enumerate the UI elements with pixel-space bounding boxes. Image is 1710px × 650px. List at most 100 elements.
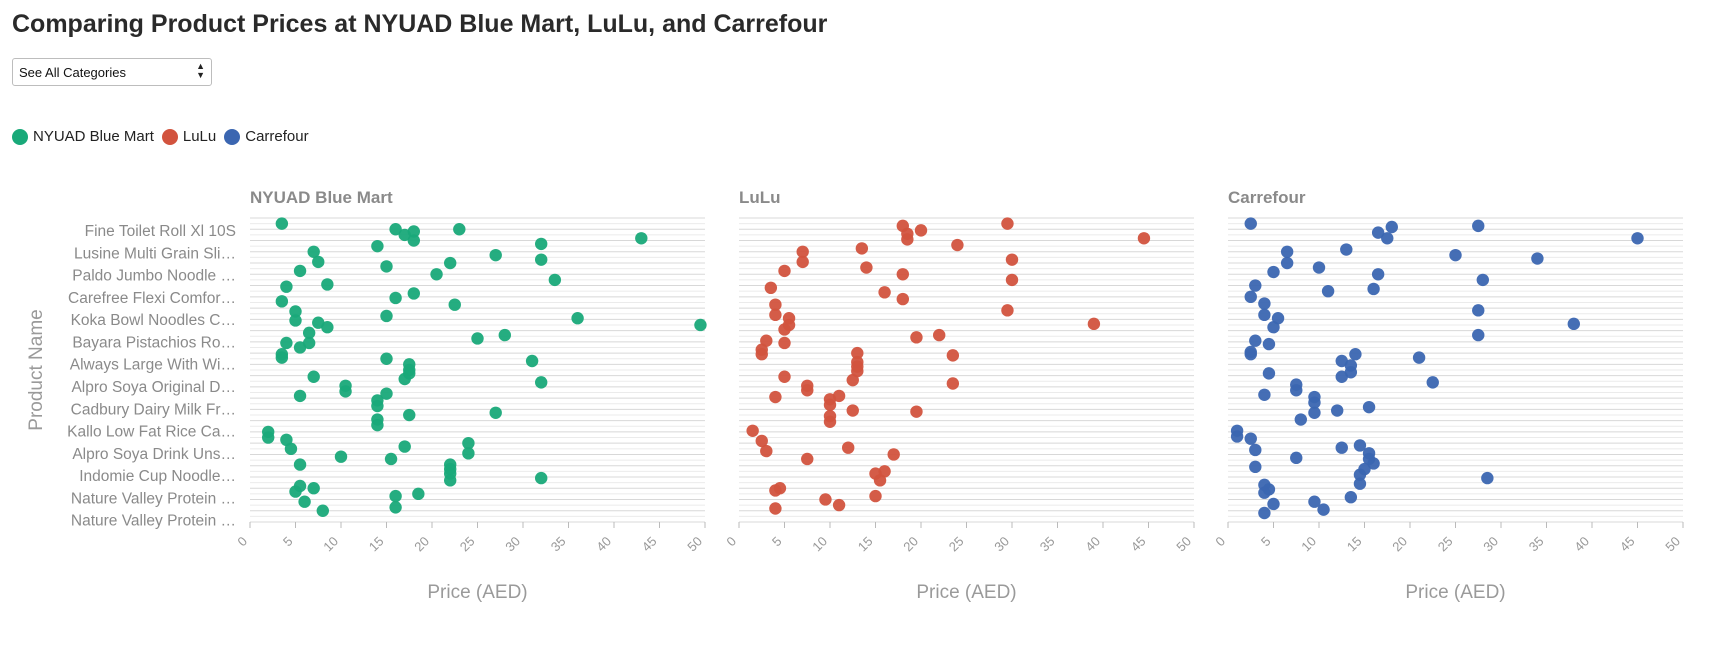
data-point (896, 292, 909, 306)
data-point (901, 233, 914, 246)
data-point (1249, 279, 1262, 292)
data-point (860, 261, 873, 274)
data-point (846, 404, 859, 417)
data-point (262, 431, 275, 444)
panel-title: NYUAD Blue Mart (250, 188, 393, 207)
y-tick-label: Always Large With Wi… (70, 357, 236, 374)
data-point (307, 482, 320, 495)
data-point (389, 489, 402, 503)
data-point (293, 389, 307, 403)
panel-nyuad-blue-mart: NYUAD Blue Mart 0 5 10 15 20 25 30 35 40 45 50 Price… (234, 188, 707, 603)
data-point (403, 367, 416, 380)
data-point (1244, 432, 1257, 445)
data-point (887, 448, 900, 461)
data-point (371, 418, 384, 432)
y-axis-title: Product Name (26, 309, 47, 430)
data-point (760, 444, 773, 458)
data-point (1412, 351, 1426, 364)
data-point (801, 452, 814, 466)
data-point (896, 268, 909, 281)
x-tick-label: 5 (769, 534, 785, 550)
data-point (1308, 406, 1321, 419)
x-tick-label: 0 (234, 534, 250, 550)
data-point (769, 390, 782, 404)
data-point (334, 450, 348, 463)
data-point (946, 349, 960, 362)
data-point (462, 436, 475, 450)
data-point (1353, 468, 1367, 481)
data-point (778, 323, 791, 336)
x-tick-label: 25 (457, 534, 478, 555)
select-arrows-icon: ▲ ▼ (196, 61, 205, 80)
legend-item-blue-mart[interactable]: NYUAD Blue Mart (12, 128, 154, 145)
data-point (498, 328, 511, 342)
x-tick-label: 40 (593, 534, 614, 555)
data-point (933, 328, 946, 342)
data-point (489, 248, 502, 262)
data-point (289, 485, 302, 498)
legend-item-lulu[interactable]: LuLu (161, 128, 216, 145)
data-point (316, 504, 329, 517)
data-point (293, 458, 307, 471)
data-point (280, 336, 293, 350)
y-tick-label: Bayara Pistachios Ro… (72, 334, 236, 351)
data-point (869, 489, 882, 503)
data-point (1335, 441, 1348, 454)
data-point (380, 309, 393, 323)
legend-item-carrefour[interactable]: Carrefour (224, 128, 309, 145)
legend-swatch-blue-mart (12, 128, 28, 145)
data-point (1385, 220, 1399, 234)
x-tick-label: 5 (280, 534, 296, 550)
data-point (1331, 404, 1344, 417)
data-point (380, 260, 393, 273)
x-axis-title: Price (AED) (916, 582, 1016, 603)
x-tick-label: 15 (855, 534, 876, 555)
x-tick-label: 20 (1389, 534, 1410, 555)
data-point (1244, 290, 1257, 304)
data-point (453, 223, 466, 236)
data-point (1280, 256, 1294, 270)
data-point (796, 255, 809, 269)
y-tick-label: Carefree Flexi Comfor… (68, 290, 236, 307)
data-point (548, 273, 562, 287)
x-tick-label: 30 (991, 534, 1012, 555)
x-tick-label: 0 (723, 534, 739, 550)
data-point (855, 242, 869, 255)
x-tick-label: 50 (1173, 534, 1194, 555)
x-tick-label: 45 (1128, 534, 1149, 555)
data-point (1258, 486, 1271, 499)
y-tick-label: Koka Bowl Noodles C… (71, 312, 236, 329)
data-point (289, 314, 302, 327)
data-point (1258, 506, 1271, 520)
data-point (403, 408, 416, 422)
data-point (778, 264, 791, 278)
y-tick-label: Alpro Soya Original D… (71, 379, 236, 396)
data-point (1472, 219, 1485, 233)
data-point (339, 385, 352, 398)
page-title: Comparing Product Prices at NYUAD Blue M… (12, 10, 828, 38)
data-point (1267, 265, 1280, 279)
data-point (1344, 491, 1358, 504)
data-point (1280, 245, 1294, 258)
data-point (1426, 376, 1439, 389)
data-point (307, 370, 320, 383)
data-point (1005, 253, 1019, 266)
data-point (571, 312, 584, 325)
data-point (1290, 384, 1303, 397)
data-point (1353, 477, 1367, 490)
data-point (444, 256, 457, 270)
data-point (1472, 328, 1485, 342)
x-tick-label: 30 (502, 534, 523, 555)
data-point (1267, 321, 1280, 334)
data-point (371, 239, 384, 253)
x-tick-label: 0 (1212, 534, 1228, 550)
data-point (946, 377, 960, 390)
data-point (407, 225, 420, 238)
y-tick-label: Fine Toilet Roll Xl 10S (85, 223, 236, 240)
data-point (769, 484, 782, 497)
category-select[interactable]: See All Categories ▲ ▼ (12, 58, 212, 86)
data-point (1267, 497, 1280, 511)
data-point (1476, 273, 1490, 287)
data-point (535, 237, 548, 251)
data-point (1353, 439, 1367, 452)
